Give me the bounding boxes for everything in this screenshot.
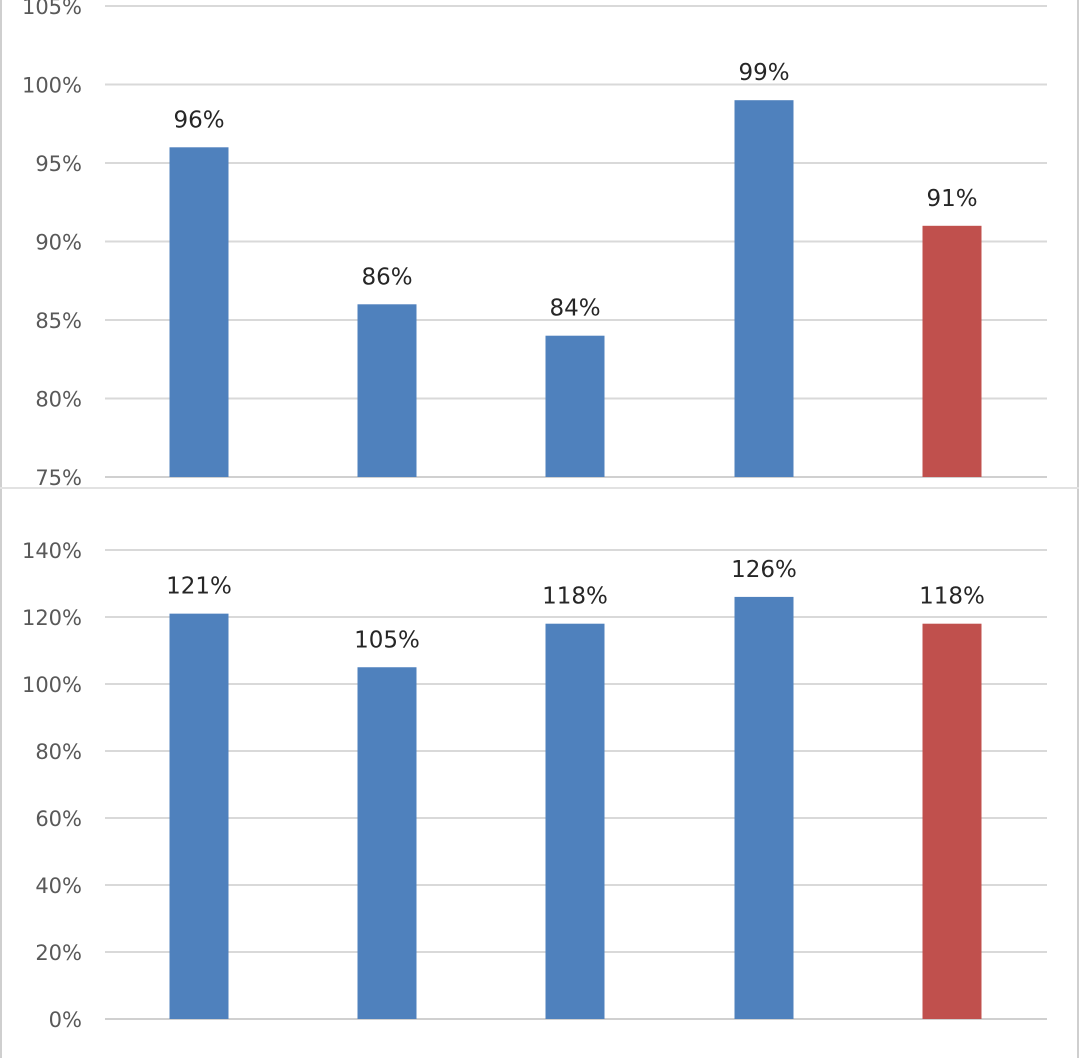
data-label: 91% [926,186,977,212]
left-edge [0,0,2,487]
bar [734,100,794,477]
bar [357,304,417,477]
left-edge [0,489,2,1058]
y-tick-label: 90% [35,231,82,255]
bar [922,225,982,477]
y-tick-label: 100% [22,673,82,697]
y-tick-label: 80% [35,740,82,764]
y-tick-label: 20% [35,941,82,965]
bar [169,147,229,478]
data-label: 99% [738,60,789,86]
data-label: 84% [549,296,600,322]
y-tick-label: 85% [35,309,82,333]
data-label: 126% [731,557,797,583]
bar [545,335,605,477]
y-tick-label: 60% [35,807,82,831]
y-tick-label: 95% [35,152,82,176]
right-edge [1077,0,1079,487]
bar [545,623,605,1019]
bar [357,667,417,1019]
chart-panel-bottom: 0% 20% 40% 60% 80% 100% 120% 140% 121% 105% 118% 12… [0,487,1079,1058]
bar [734,596,794,1019]
y-tick-label: 40% [35,874,82,898]
y-tick-label: 105% [22,0,82,19]
y-tick-label: 100% [22,74,82,98]
y-tick-label: 0% [49,1008,82,1032]
chart-panel-top: 75% 80% 85% 90% 95% 100% 105% 96% 86% 84% 99% 91% [0,0,1079,487]
y-tick-label: 75% [35,466,82,487]
bar [169,613,229,1019]
bar [922,623,982,1019]
right-edge [1077,489,1079,1058]
bar-chart-top: 75% 80% 85% 90% 95% 100% 105% 96% 86% 84% 99% 91% [22,0,1047,487]
data-label: 118% [542,584,608,610]
data-label: 96% [173,107,224,133]
data-label: 118% [919,584,985,610]
y-tick-label: 80% [35,388,82,412]
data-label: 121% [166,574,232,600]
y-tick-label: 140% [22,539,82,563]
data-label: 105% [354,627,420,653]
data-label: 86% [361,264,412,290]
bar-chart-bottom: 0% 20% 40% 60% 80% 100% 120% 140% 121% 105% 118% 12… [22,539,1047,1032]
y-tick-label: 120% [22,606,82,630]
